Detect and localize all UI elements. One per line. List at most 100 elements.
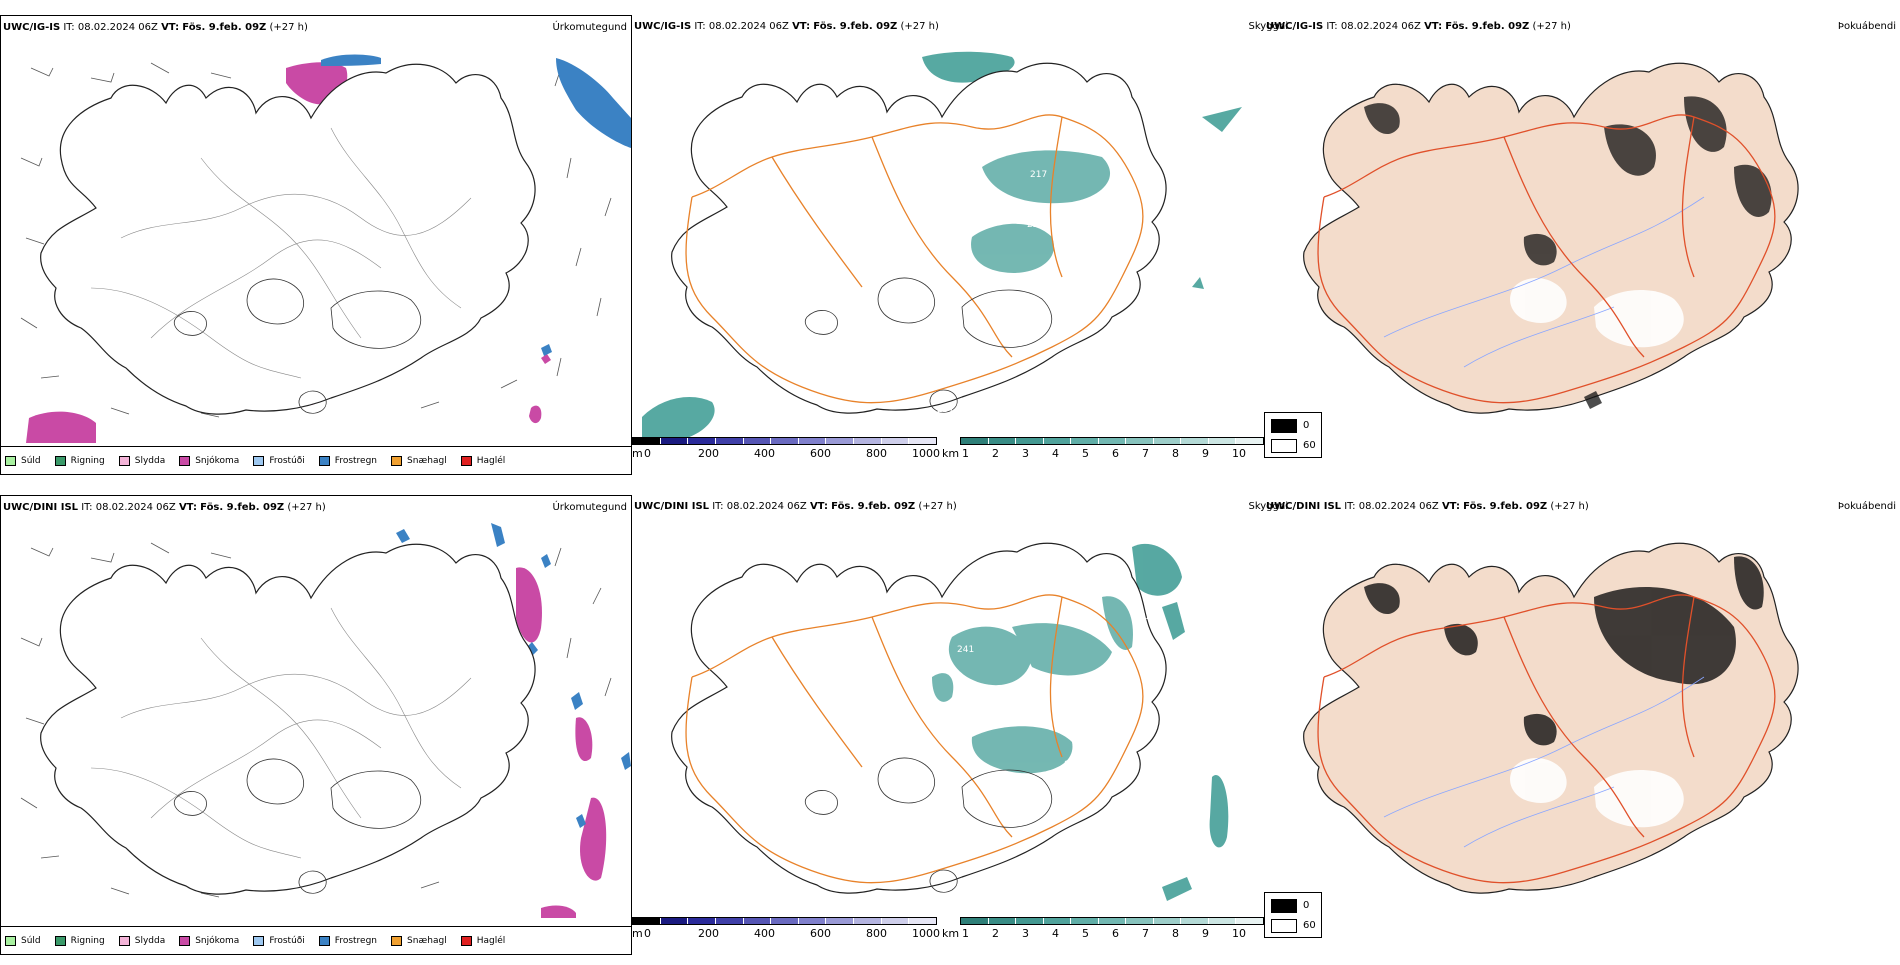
- precip-type-legend: Súld Rigning Slydda Snjókoma Frostúði Fr…: [1, 926, 631, 954]
- ceiling-tick: 0: [644, 447, 651, 460]
- valid-label: VT:: [792, 21, 811, 32]
- precip-snow: [305, 567, 607, 918]
- model-name: UWC/DINI ISL: [634, 501, 710, 512]
- panel-title: Þokuábendi: [1837, 501, 1896, 512]
- legend-item: Snæhagl: [391, 455, 447, 466]
- fog-index-shading: [1364, 556, 1764, 746]
- lead-time: (+27 h): [918, 501, 957, 512]
- coastline: [671, 62, 1167, 414]
- ceiling-unit: m: [632, 927, 643, 940]
- rivers: [90, 607, 472, 859]
- wind-barbs: [20, 542, 612, 898]
- visibility-tick: 7: [1142, 927, 1149, 940]
- fog-index-legend: 0 60: [1264, 412, 1322, 458]
- visibility-tick: 8: [1172, 447, 1179, 460]
- legend-item: Haglél: [460, 455, 505, 466]
- ceiling-colorbar: m 0 200 400 600 800 1000: [632, 917, 942, 940]
- visibility-map: 241 297 864 327: [671, 542, 1229, 901]
- forecast-row-dini: UWC/DINI ISL IT: 08.02.2024 06Z VT: Fös.…: [0, 495, 1900, 965]
- precip-type-panel: UWC/IG-IS IT: 08.02.2024 06Z VT: Fös. 9.…: [0, 15, 632, 475]
- valid-label: VT:: [809, 501, 828, 512]
- panel-title: Úrkomutegund: [552, 22, 627, 33]
- visibility-tick: 10: [1232, 447, 1246, 460]
- peak-label: 864: [1064, 760, 1081, 770]
- legend-item: Haglél: [460, 935, 505, 946]
- visibility-map: 224 223 217 257: [642, 51, 1242, 442]
- ceiling-tick: 400: [754, 927, 775, 940]
- coastline: [40, 63, 536, 415]
- valid-time: Fös. 9.feb. 09Z: [200, 502, 285, 513]
- legend-item: Frostúði: [253, 455, 305, 466]
- visibility-tick: 8: [1172, 927, 1179, 940]
- panel-title: Skyggni: [1248, 501, 1288, 512]
- visibility-colorbar: km 1 2 3 4 5 6 7 8 9 10: [942, 437, 1264, 460]
- init-time: IT: 08.02.2024 06Z: [1326, 21, 1421, 32]
- road-network: [1317, 594, 1776, 884]
- visibility-panel: UWC/DINI ISL IT: 08.02.2024 06Z VT: Fös.…: [632, 495, 1288, 955]
- init-time: IT: 08.02.2024 06Z: [81, 502, 176, 513]
- visibility-tick: 3: [1022, 447, 1029, 460]
- visibility-tick: 5: [1082, 447, 1089, 460]
- fog-legend-label: 60: [1303, 440, 1316, 451]
- fog-index-shading: [1364, 96, 1772, 409]
- road-network: [685, 114, 1144, 404]
- fog-index-map: [1303, 542, 1799, 894]
- ceiling-tick: 600: [810, 927, 831, 940]
- ceiling-tick: 1000: [912, 447, 940, 460]
- fog-legend-label: 0: [1303, 900, 1310, 911]
- legend-item: Snjókoma: [179, 455, 239, 466]
- visibility-tick: 5: [1082, 927, 1089, 940]
- visibility-tick: 9: [1202, 447, 1209, 460]
- model-name: UWC/IG-IS: [3, 22, 61, 33]
- valid-time: Fös. 9.feb. 09Z: [1463, 501, 1548, 512]
- coastline: [40, 543, 536, 895]
- legend-item: Snjókoma: [179, 935, 239, 946]
- visibility-tick: 9: [1202, 927, 1209, 940]
- ceiling-tick: 200: [698, 447, 719, 460]
- valid-label: VT:: [178, 502, 197, 513]
- visibility-tick: 10: [1232, 927, 1246, 940]
- legend-item: Slydda: [118, 935, 165, 946]
- legend-item: Frostregn: [318, 455, 377, 466]
- ceiling-tick: 200: [698, 927, 719, 940]
- valid-label: VT:: [1441, 501, 1460, 512]
- fog-index-map: [1303, 62, 1799, 414]
- rivers: [1383, 196, 1705, 368]
- panel-title: Þokuábendi: [1837, 21, 1896, 32]
- ceiling-tick: 0: [644, 927, 651, 940]
- peak-label: 224: [947, 262, 964, 272]
- wind-barbs: [20, 62, 612, 418]
- visibility-unit: km: [942, 447, 960, 460]
- road-network: [685, 594, 1144, 884]
- legend-item: Rigning: [54, 935, 105, 946]
- panel-title: Skyggni: [1248, 21, 1288, 32]
- visibility-tick: 1: [962, 447, 969, 460]
- legend-item: Snæhagl: [391, 935, 447, 946]
- lead-time: (+27 h): [287, 502, 326, 513]
- init-time: IT: 08.02.2024 06Z: [712, 501, 807, 512]
- peak-label: 217: [1030, 170, 1047, 180]
- visibility-tick: 7: [1142, 447, 1149, 460]
- model-name: UWC/DINI ISL: [3, 502, 79, 513]
- visibility-tick: 4: [1052, 927, 1059, 940]
- ceiling-colorbar: m 0 200 400 600 800 1000: [632, 437, 942, 460]
- ceiling-unit: m: [632, 447, 643, 460]
- forecast-row-ig: UWC/IG-IS IT: 08.02.2024 06Z VT: Fös. 9.…: [0, 15, 1900, 485]
- valid-time: Fös. 9.feb. 09Z: [1445, 21, 1530, 32]
- ceiling-tick: 1000: [912, 927, 940, 940]
- precip-type-legend: Súld Rigning Slydda Snjókoma Frostúði Fr…: [1, 446, 631, 474]
- precip-type-map: [20, 523, 631, 918]
- legend-item: Súld: [5, 935, 41, 946]
- lead-time: (+27 h): [269, 22, 308, 33]
- peak-label: 241: [957, 645, 974, 655]
- peak-label: 257: [937, 405, 954, 415]
- init-time: IT: 08.02.2024 06Z: [63, 22, 158, 33]
- peak-label: 327: [1140, 612, 1157, 622]
- ceiling-tick: 800: [866, 447, 887, 460]
- ceiling-tick: 400: [754, 447, 775, 460]
- ceiling-tick: 800: [866, 927, 887, 940]
- precip-type-map: [20, 54, 631, 443]
- visibility-colorbar: km 1 2 3 4 5 6 7 8 9 10: [942, 917, 1264, 940]
- fog-index-panel: UWC/IG-IS IT: 08.02.2024 06Z VT: Fös. 9.…: [1264, 15, 1900, 475]
- legend-item: Frostúði: [253, 935, 305, 946]
